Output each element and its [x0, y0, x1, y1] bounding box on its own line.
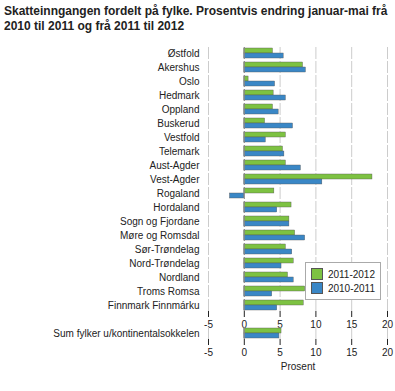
- svg-text:Sogn og Fjordane: Sogn og Fjordane: [120, 216, 200, 227]
- svg-text:0: 0: [241, 318, 248, 330]
- svg-text:10: 10: [310, 347, 322, 358]
- svg-text:Østfold: Østfold: [168, 48, 200, 59]
- svg-text:0: 0: [242, 347, 248, 358]
- svg-text:Akershus: Akershus: [158, 62, 200, 73]
- svg-text:Nord-Trøndelag: Nord-Trøndelag: [129, 258, 199, 269]
- svg-text:Buskerud: Buskerud: [157, 118, 199, 129]
- svg-text:Nordland: Nordland: [159, 272, 200, 283]
- html-text:Skatteinngangen fordelt på fyl: Skatteinngangen fordelt på fylke. Prosen…: [4, 4, 388, 33]
- svg-text:5: 5: [277, 347, 283, 358]
- svg-text:15: 15: [346, 347, 358, 358]
- svg-text:10: 10: [310, 318, 322, 330]
- svg-text:Hedmark: Hedmark: [159, 90, 201, 101]
- html-text:2011-2012: 2011-2012: [327, 268, 375, 280]
- svg-text:Telemark: Telemark: [159, 146, 201, 157]
- svg-text:5: 5: [277, 318, 283, 330]
- svg-text:-5: -5: [204, 347, 213, 358]
- svg-text:-5: -5: [204, 318, 213, 330]
- svg-text:Sum fylker u/kontinentalsokkel: Sum fylker u/kontinentalsokkelen: [53, 328, 199, 339]
- svg-text:Troms Romsa: Troms Romsa: [137, 286, 200, 297]
- svg-text:Prosent: Prosent: [281, 361, 316, 372]
- svg-text:15: 15: [346, 318, 358, 330]
- svg-text:20: 20: [381, 318, 394, 330]
- svg-text:Sør-Trøndelag: Sør-Trøndelag: [135, 244, 200, 255]
- svg-text:Finnmark Finnmárku: Finnmark Finnmárku: [108, 300, 200, 311]
- svg-text:Møre og Romsdal: Møre og Romsdal: [120, 230, 199, 241]
- svg-text:20: 20: [382, 347, 394, 358]
- svg-text:Oslo: Oslo: [179, 76, 200, 87]
- svg-text:Aust-Agder: Aust-Agder: [149, 160, 200, 171]
- svg-text:Oppland: Oppland: [162, 104, 200, 115]
- svg-text:Vest-Agder: Vest-Agder: [150, 174, 200, 185]
- svg-text:Hordaland: Hordaland: [153, 202, 199, 213]
- svg-text:Rogaland: Rogaland: [157, 188, 200, 199]
- html-text:2010-2011: 2010-2011: [327, 282, 375, 294]
- svg-text:Vestfold: Vestfold: [164, 132, 200, 143]
